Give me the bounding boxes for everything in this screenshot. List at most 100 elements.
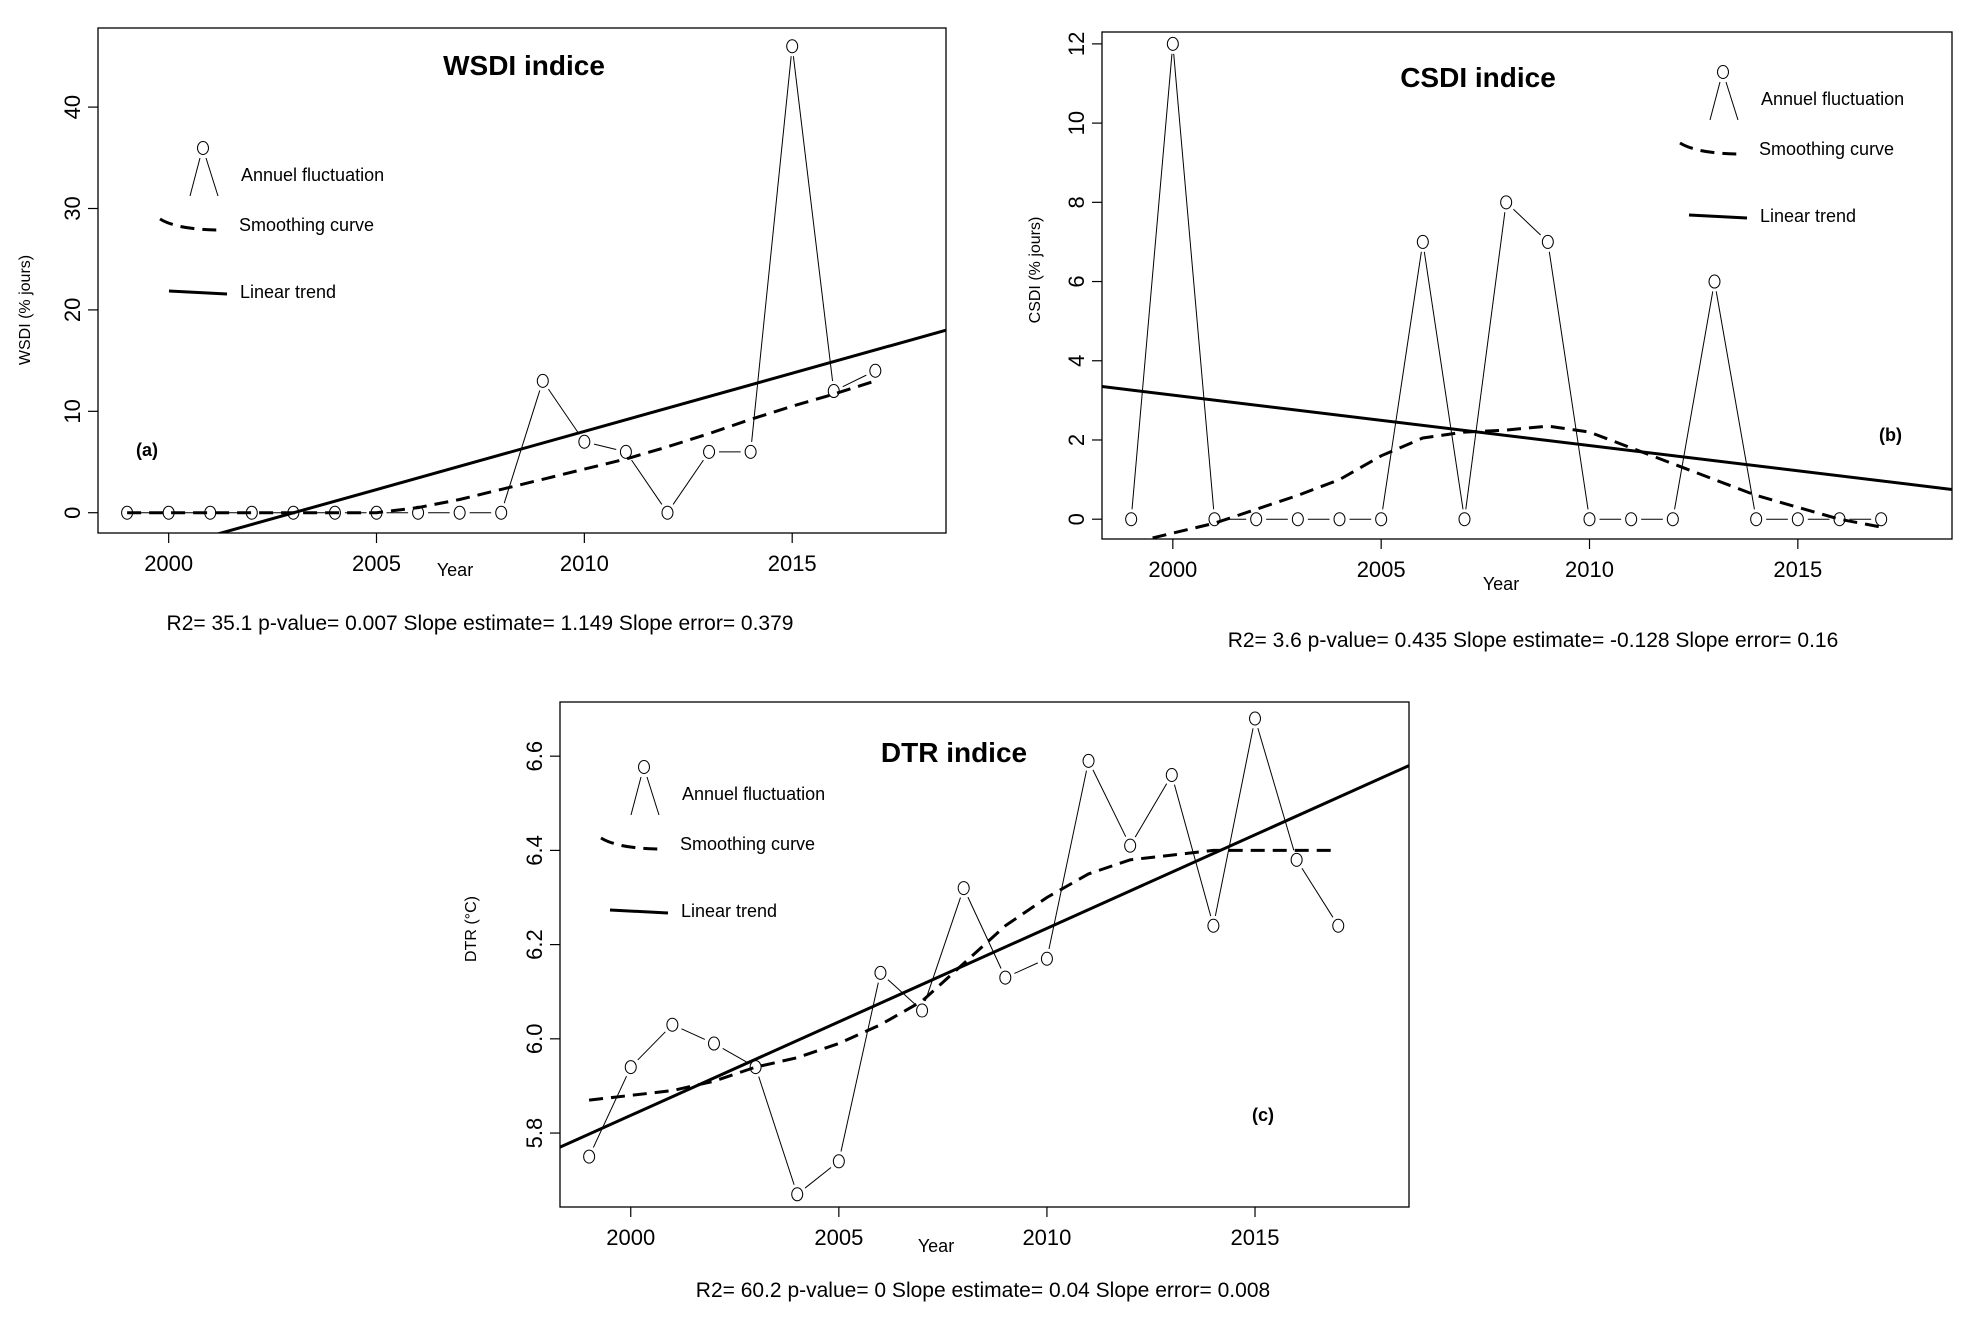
fluctuation-segment [1465,212,1506,510]
x-tick-label: 2005 [352,551,401,576]
fluctuation-segment [1092,769,1127,837]
legend-line-fluctuation [646,776,660,816]
chart-title: CSDI indice [1400,62,1556,93]
fluctuation-point [1124,838,1137,853]
fluctuation-segment [1715,291,1755,510]
fluctuation-point [744,444,757,459]
y-tick-label: 12 [1064,32,1089,56]
y-tick-label: 30 [60,196,85,220]
x-tick-label: 2000 [606,1225,655,1250]
plot-area [121,39,946,533]
legend-line-fluctuation [1725,81,1739,121]
legend-label-fluctuation: Annuel fluctuation [241,165,384,185]
fluctuation-point [869,363,882,378]
linear-trend [560,764,1409,1149]
plot-frame [1101,31,1953,540]
y-axis-label: CSDI (% jours) [1027,217,1044,324]
fluctuation-point [1833,512,1846,527]
legend-line-linear [168,289,228,296]
fluctuation-point [1500,195,1513,210]
chart-title: WSDI indice [443,50,605,81]
legend-label-linear: Linear trend [240,282,336,302]
fluctuation-segment [1301,868,1334,918]
y-tick-label: 0 [1064,513,1089,525]
x-tick-label: 2010 [1022,1225,1071,1250]
fluctuation-segment [842,374,867,388]
y-tick-label: 4 [1064,355,1089,367]
y-tick-label: 6 [1064,275,1089,287]
fluctuation-segment [840,982,879,1152]
legend-line-linear [609,908,669,915]
fluctuation-segment [1513,208,1541,236]
x-tick-label: 2005 [1357,557,1406,582]
y-tick-label: 6.0 [522,1024,547,1055]
fluctuation-point [874,965,887,980]
linear-trend [215,328,946,533]
y-tick-label: 6.4 [522,835,547,866]
fluctuation-segment [1382,251,1422,510]
y-tick-label: 2 [1064,434,1089,446]
chart-title: DTR indice [881,737,1027,768]
legend-line-smoothing [600,836,664,851]
fluctuation-point [791,1187,804,1202]
x-tick-label: 2010 [1565,557,1614,582]
fluctuation-point [1040,951,1053,966]
y-tick-label: 6.6 [522,741,547,772]
panel-label: (a) [136,440,158,460]
fluctuation-point [1332,918,1345,933]
y-tick-label: 0 [60,507,85,519]
legend-line-fluctuation [1709,81,1721,121]
legend-line-fluctuation [630,776,642,816]
x-tick-label: 2015 [1773,557,1822,582]
legend-label-fluctuation: Annuel fluctuation [682,784,825,804]
fluctuation-point [916,1003,929,1018]
chart-panel-b: 2000 2005 2010 2015 0 2 4 6 8 10 12 CSDI (% jours) Y… [1027,31,1953,652]
legend: Annuel fluctuation Smoothing curve Linear … [600,760,825,921]
fluctuation-point [1290,852,1303,867]
fluctuation-point [1249,711,1262,726]
fluctuation-segment [751,56,792,442]
x-axis-label: Year [1483,574,1519,594]
legend-label-smoothing: Smoothing curve [680,834,815,854]
fluctuation-point [1291,512,1304,527]
fluctuation-point [999,970,1012,985]
y-tick-label: 10 [60,399,85,423]
legend-label-smoothing: Smoothing curve [1759,139,1894,159]
linear-trend [1102,385,1952,491]
fluctuation-point [495,505,508,520]
legend-label-smoothing: Smoothing curve [239,215,374,235]
fluctuation-segment [1548,251,1589,510]
fluctuation-segment [593,443,617,450]
fluctuation-point [832,1154,845,1169]
plot-area [1102,36,1952,539]
smoothing-curve [588,848,1339,1102]
fluctuation-point [1207,918,1220,933]
y-tick-label: 20 [60,298,85,322]
fluctuation-point [1750,512,1763,527]
fluctuation-point [666,1017,679,1032]
smoothing-curve [127,379,876,515]
smoothing-curve [1141,424,1882,539]
fluctuation-point [1208,512,1221,527]
fluctuation-point [1791,512,1804,527]
legend-label-linear: Linear trend [681,901,777,921]
fluctuation-point [786,39,799,54]
fluctuation-segment [967,896,1002,969]
panel-label: (b) [1879,425,1902,445]
x-tick-label: 2010 [560,551,609,576]
x-tick-label: 2005 [814,1225,863,1250]
fluctuation-segment [631,459,663,505]
x-tick-label: 2015 [768,551,817,576]
fluctuation-point [1082,753,1095,768]
chart-panel-a: 2000 2005 2010 2015 0 10 20 30 40 WSDI (% jours) Y… [17,27,947,635]
fluctuation-segment [1173,53,1215,510]
fluctuation-segment [1257,727,1295,851]
fluctuation-point [536,373,549,388]
fluctuation-segment [1014,962,1039,974]
y-tick-label: 8 [1064,196,1089,208]
legend: Annuel fluctuation Smoothing curve Linear … [1679,65,1904,226]
chart-panel-c: 2000 2005 2010 2015 5.8 6.0 6.2 6.4 6.6 DTR (°C) Y… [463,701,1410,1302]
fluctuation-segment [1131,53,1173,510]
fluctuation-segment [592,1075,627,1148]
